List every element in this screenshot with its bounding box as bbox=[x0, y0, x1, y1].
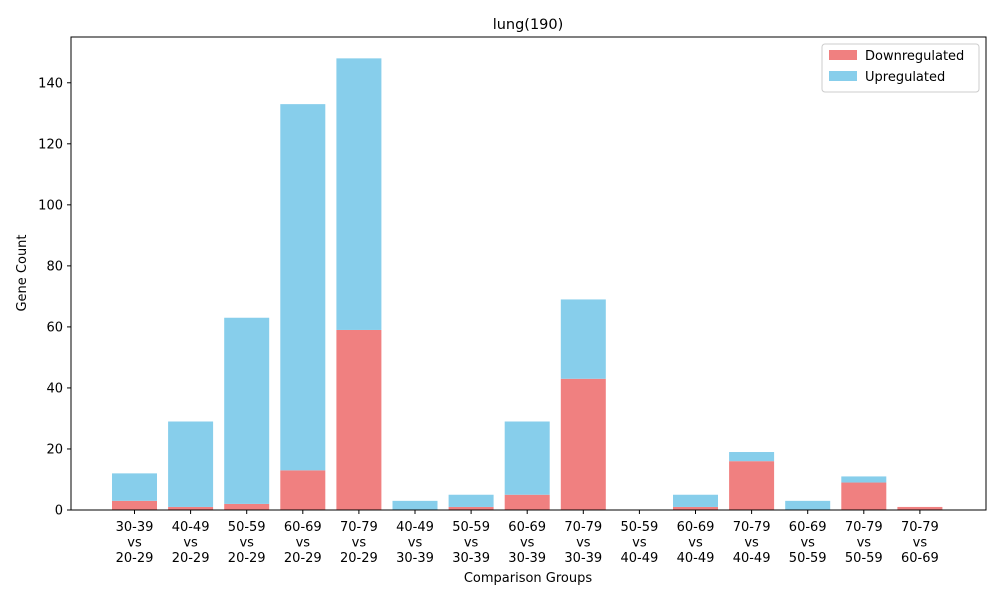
bar-upregulated bbox=[224, 317, 270, 504]
x-tick-label: 40-49 vs 20-29 bbox=[172, 520, 210, 566]
x-tick-label: 60-69 vs 30-39 bbox=[508, 520, 546, 566]
x-tick-label: 70-79 vs 20-29 bbox=[340, 520, 378, 566]
bar-upregulated bbox=[673, 494, 718, 507]
bar-downregulated bbox=[897, 506, 943, 510]
y-tick-label: 80 bbox=[46, 259, 63, 274]
legend-swatch-downregulated bbox=[829, 50, 857, 60]
bar-upregulated bbox=[729, 452, 775, 462]
bar-upregulated bbox=[112, 473, 157, 501]
bar-downregulated bbox=[280, 470, 326, 510]
bar-upregulated bbox=[504, 421, 550, 495]
bar-downregulated bbox=[841, 482, 887, 510]
x-tick-label: 50-59 vs 20-29 bbox=[228, 520, 266, 566]
x-tick-label: 50-59 vs 30-39 bbox=[452, 520, 490, 566]
x-axis: 30-39 vs 20-29 40-49 vs 20-29 50-59 vs 20-29 60-6… bbox=[116, 510, 939, 566]
bar-upregulated bbox=[336, 58, 382, 330]
y-axis-label: Gene Count bbox=[15, 234, 30, 311]
chart-title: lung(190) bbox=[493, 17, 564, 33]
x-axis-label: Comparison Groups bbox=[464, 571, 593, 586]
legend-swatch-upregulated bbox=[829, 71, 857, 81]
legend-label-upregulated: Upregulated bbox=[865, 70, 945, 85]
y-tick-label: 60 bbox=[46, 320, 63, 335]
bar-downregulated bbox=[504, 494, 550, 510]
bar-upregulated bbox=[448, 494, 494, 507]
y-axis: 0 20 40 60 80 100 120 140 bbox=[38, 76, 71, 519]
y-tick-label: 140 bbox=[38, 76, 63, 91]
bar-upregulated bbox=[785, 500, 831, 510]
y-tick-label: 120 bbox=[38, 137, 63, 152]
bar-downregulated bbox=[336, 329, 382, 510]
legend: Downregulated Upregulated bbox=[821, 43, 980, 93]
bar-downregulated bbox=[448, 506, 494, 510]
bars-layer bbox=[112, 58, 943, 510]
bar-upregulated bbox=[168, 421, 214, 507]
bar-upregulated bbox=[392, 500, 438, 510]
y-tick-label: 20 bbox=[46, 442, 63, 457]
bar-upregulated bbox=[560, 299, 606, 379]
y-tick-label: 100 bbox=[38, 198, 63, 213]
x-tick-label: 50-59 vs 40-49 bbox=[621, 520, 659, 566]
bar-downregulated bbox=[673, 506, 718, 510]
bar-downregulated bbox=[729, 461, 775, 510]
x-tick-label: 40-49 vs 30-39 bbox=[396, 520, 434, 566]
x-tick-label: 60-69 vs 20-29 bbox=[284, 520, 322, 566]
x-tick-label: 30-39 vs 20-29 bbox=[116, 520, 154, 566]
x-tick-label: 70-79 vs 50-59 bbox=[845, 520, 883, 566]
bar-downregulated bbox=[560, 378, 606, 510]
bar-upregulated bbox=[280, 104, 326, 471]
legend-label-downregulated: Downregulated bbox=[865, 49, 964, 64]
y-tick-label: 40 bbox=[46, 381, 63, 396]
x-tick-label: 70-79 vs 30-39 bbox=[564, 520, 602, 566]
bar-downregulated bbox=[224, 503, 270, 510]
bar-downregulated bbox=[168, 506, 214, 510]
x-tick-label: 60-69 vs 50-59 bbox=[789, 520, 827, 566]
plot-frame bbox=[70, 36, 987, 511]
bar-downregulated bbox=[112, 500, 157, 510]
legend-box bbox=[821, 43, 980, 93]
x-tick-label: 70-79 vs 40-49 bbox=[733, 520, 771, 566]
x-tick-label: 70-79 vs 60-69 bbox=[901, 520, 939, 566]
bar-upregulated bbox=[841, 476, 887, 483]
y-tick-label: 0 bbox=[55, 504, 63, 519]
x-tick-label: 60-69 vs 40-49 bbox=[677, 520, 715, 566]
